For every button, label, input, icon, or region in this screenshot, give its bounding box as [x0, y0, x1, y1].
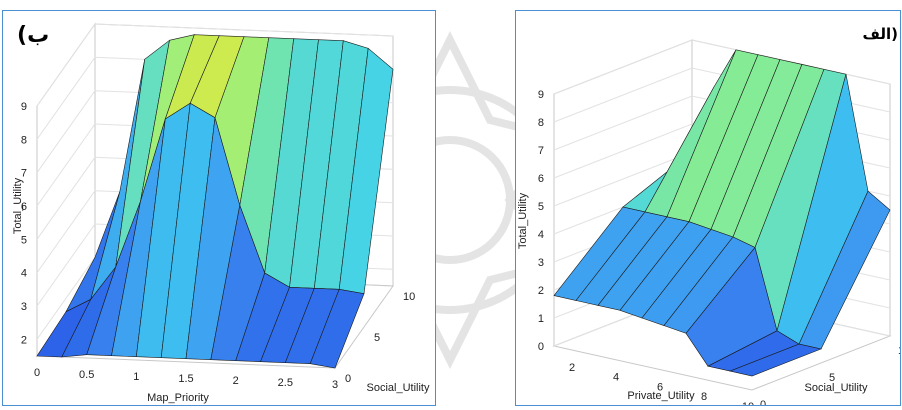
chart-panel-alef: 0 1 2 3 4 5 6 7 8 9 2 4 6 8 10 0 5 10 Private_Utility Socia…: [515, 10, 901, 406]
z-tick-label: 4: [21, 268, 27, 280]
z-tick-label: 5: [538, 201, 544, 213]
x-tick-label: 8: [701, 391, 707, 403]
panel-tag-b: (ب: [17, 23, 50, 48]
z-tick-label: 8: [538, 117, 544, 129]
x-tick-label: 3: [332, 379, 338, 391]
y-tick-label: 0: [760, 399, 766, 406]
z-grid-line: [36, 23, 394, 107]
z-tick-label: 7: [538, 145, 544, 157]
x-tick-label: 1: [133, 371, 139, 383]
y-tick-label: 0: [345, 373, 351, 385]
x-tick-label: 0.5: [79, 369, 94, 381]
x-tick-label: 2: [569, 362, 575, 374]
z-tick-label: 9: [538, 89, 544, 101]
z-tick-label: 3: [538, 257, 544, 269]
z-tick-label: 4: [538, 229, 544, 241]
x-tick-label: 0: [34, 367, 40, 379]
z-tick-label: 0: [538, 341, 544, 353]
z-tick-label: 2: [538, 285, 544, 297]
x-tick-label: 4: [613, 372, 619, 384]
x-tick-label: 10: [742, 401, 754, 406]
x-axis-label: Private_Utility: [627, 390, 695, 402]
y-axis-label: Social_Utility: [805, 382, 868, 394]
z-tick-label: 6: [538, 173, 544, 185]
z-axis-label: Total_Utility: [517, 192, 529, 249]
x-axis-label: Map_Priority: [147, 392, 209, 404]
z-axis-label: Total_Utility: [12, 177, 24, 234]
surface-patch: [728, 343, 823, 377]
y-axis-label: Social_Utility: [367, 382, 430, 394]
y-tick-label: 5: [829, 372, 835, 384]
x-tick-label: 6: [657, 381, 663, 393]
chart-panel-b: 2 3 4 5 6 7 8 9 0 0.5 1 1.5 2 2.5 3 0 5 10 Map_Priority Soc…: [2, 10, 436, 406]
y-tick-label: 10: [403, 291, 415, 303]
panel-tag-alef: الف): [862, 25, 899, 43]
z-tick-label: 1: [538, 313, 544, 325]
z-tick-label: 3: [21, 301, 27, 313]
z-tick-label: 9: [21, 101, 27, 113]
z-tick-label: 6: [21, 201, 27, 213]
x-tick-label: 1.5: [178, 373, 193, 385]
z-tick-label: 7: [21, 168, 27, 180]
z-tick-label: 2: [21, 334, 27, 346]
z-tick-label: 8: [21, 134, 27, 146]
z-tick-label: 5: [21, 234, 27, 246]
x-tick-label: 2: [233, 375, 239, 387]
x-tick-label: 2.5: [278, 377, 293, 389]
y-tick-label: 10: [898, 345, 901, 357]
surface-patch: [309, 288, 365, 369]
y-tick-label: 5: [374, 332, 380, 344]
surface-plot-alef: 0 1 2 3 4 5 6 7 8 9 2 4 6 8 10 0 5 10 Private_Utility Socia…: [517, 39, 901, 406]
